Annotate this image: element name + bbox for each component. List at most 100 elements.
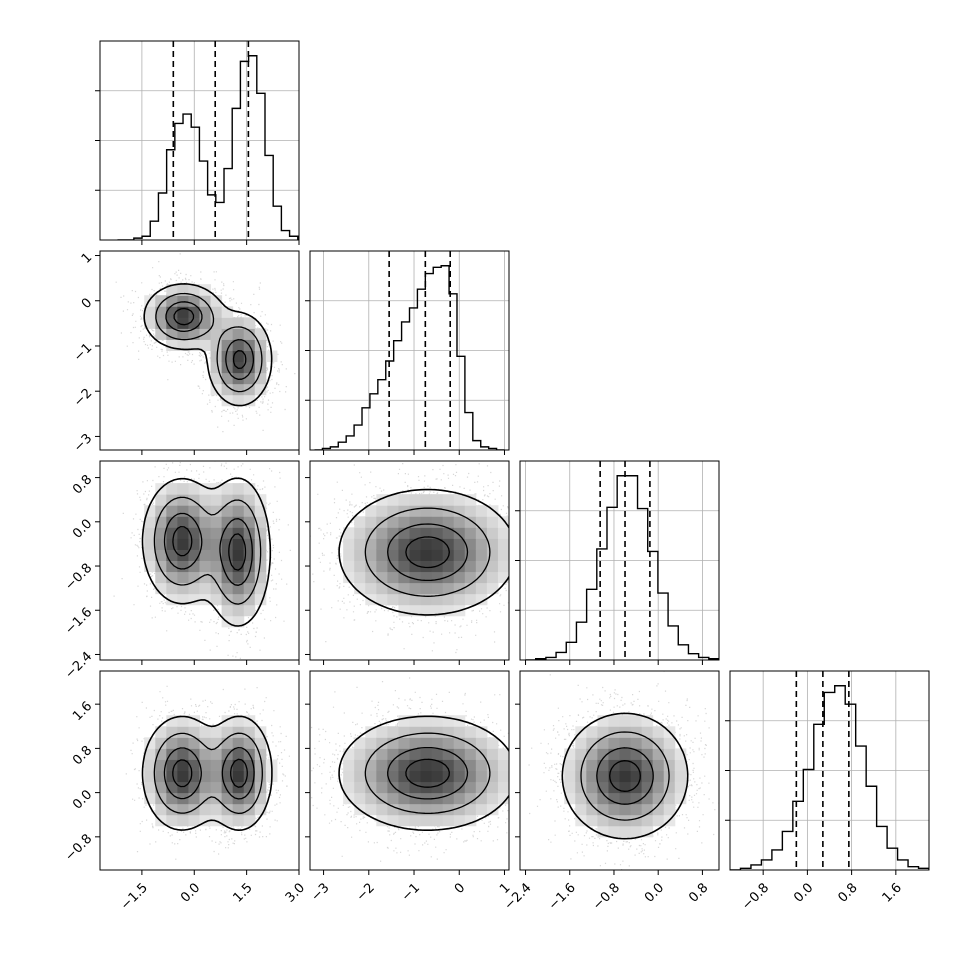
density-cell [243,759,256,771]
density-cell [663,759,676,771]
density-cell [199,339,212,351]
contour-line-2 [163,512,253,586]
density-cell [365,792,377,805]
density-cell [464,770,477,783]
density-cell [144,770,156,783]
density-cell [575,803,587,816]
density-cell [243,494,256,506]
density-cell [420,770,433,783]
density-cell [254,328,267,340]
density-cell [376,770,388,783]
density-cell [155,527,167,539]
density-cell [619,759,632,771]
density-cell [210,538,223,550]
density-cell [243,516,256,528]
density-cell [243,350,256,363]
density-cell [243,483,256,495]
density-cell [486,516,499,528]
density-cell [155,306,167,318]
density-cell [453,494,466,506]
density-cell [221,328,234,340]
density-cell [232,483,245,495]
density-cell [453,527,466,539]
y-tick-label: −0.8 [62,832,95,865]
density-cell [210,505,223,517]
density-cell [232,814,245,827]
density-cell [652,726,665,738]
density-cell [420,748,433,760]
density-cell [597,737,609,749]
x-tick-label: −0.8 [739,880,772,913]
density-cell [442,494,455,506]
density-cell [232,361,245,374]
density-cell [420,527,433,539]
x-tick-label: −2 [354,880,378,904]
density-cell [409,726,422,738]
density-cell [420,549,433,561]
density-cell [365,582,377,595]
density-cell [409,748,422,760]
density-cell [199,560,212,573]
density-cell [376,571,388,584]
density-cell [409,560,422,573]
histogram-panel-2 [515,460,720,661]
density-cell [177,560,189,573]
density-cell [376,759,388,771]
density-cell [475,770,488,783]
density-cell [387,527,399,539]
density-cell [210,781,223,794]
density-cell [210,770,223,783]
density-cell [210,317,223,329]
density-cell [597,781,609,794]
density-cell [155,560,167,573]
density-cell [453,770,466,783]
scatter-panel-0-2 [99,460,300,661]
density-cell [420,516,433,528]
density-cell [497,759,509,771]
x-tick-label: 0.0 [791,880,816,905]
density-cell [365,560,377,573]
density-cell [608,748,620,760]
density-cell [575,748,587,760]
density-cell [608,814,620,827]
density-cell [630,715,643,727]
density-cell [243,593,256,606]
density-cell [243,604,256,617]
density-cell [431,803,444,816]
density-cell [177,494,189,506]
density-cell [442,803,455,816]
density-cell [398,494,410,506]
density-cell [497,770,509,783]
axes-frame [99,460,300,661]
density-cell [420,604,433,617]
density-cell [641,825,654,838]
density-cell [464,582,477,595]
density-cell [464,803,477,816]
density-cell [398,715,410,727]
density-cell [387,549,399,561]
density-cell [177,538,189,550]
density-cell [619,792,632,805]
density-cell [144,505,156,517]
density-cell [221,770,234,783]
density-cell [453,538,466,550]
density-cell [210,737,223,749]
density-cell [409,792,422,805]
density-cell [188,494,200,506]
density-cell [497,781,509,794]
y-tick-label: 1 [79,250,95,266]
density-cell [674,781,687,794]
density-cell [376,549,388,561]
density-cell [641,759,654,771]
density-cell [575,792,587,805]
density-cell [619,748,632,760]
contour-line-0 [561,712,689,840]
density-cell [442,715,455,727]
density-cell [144,549,156,561]
density-cell [398,593,410,606]
density-cell [453,726,466,738]
density-cell [177,527,189,539]
density-cell [376,560,388,573]
density-cell [354,560,366,573]
scatter-plot-area [311,677,509,862]
